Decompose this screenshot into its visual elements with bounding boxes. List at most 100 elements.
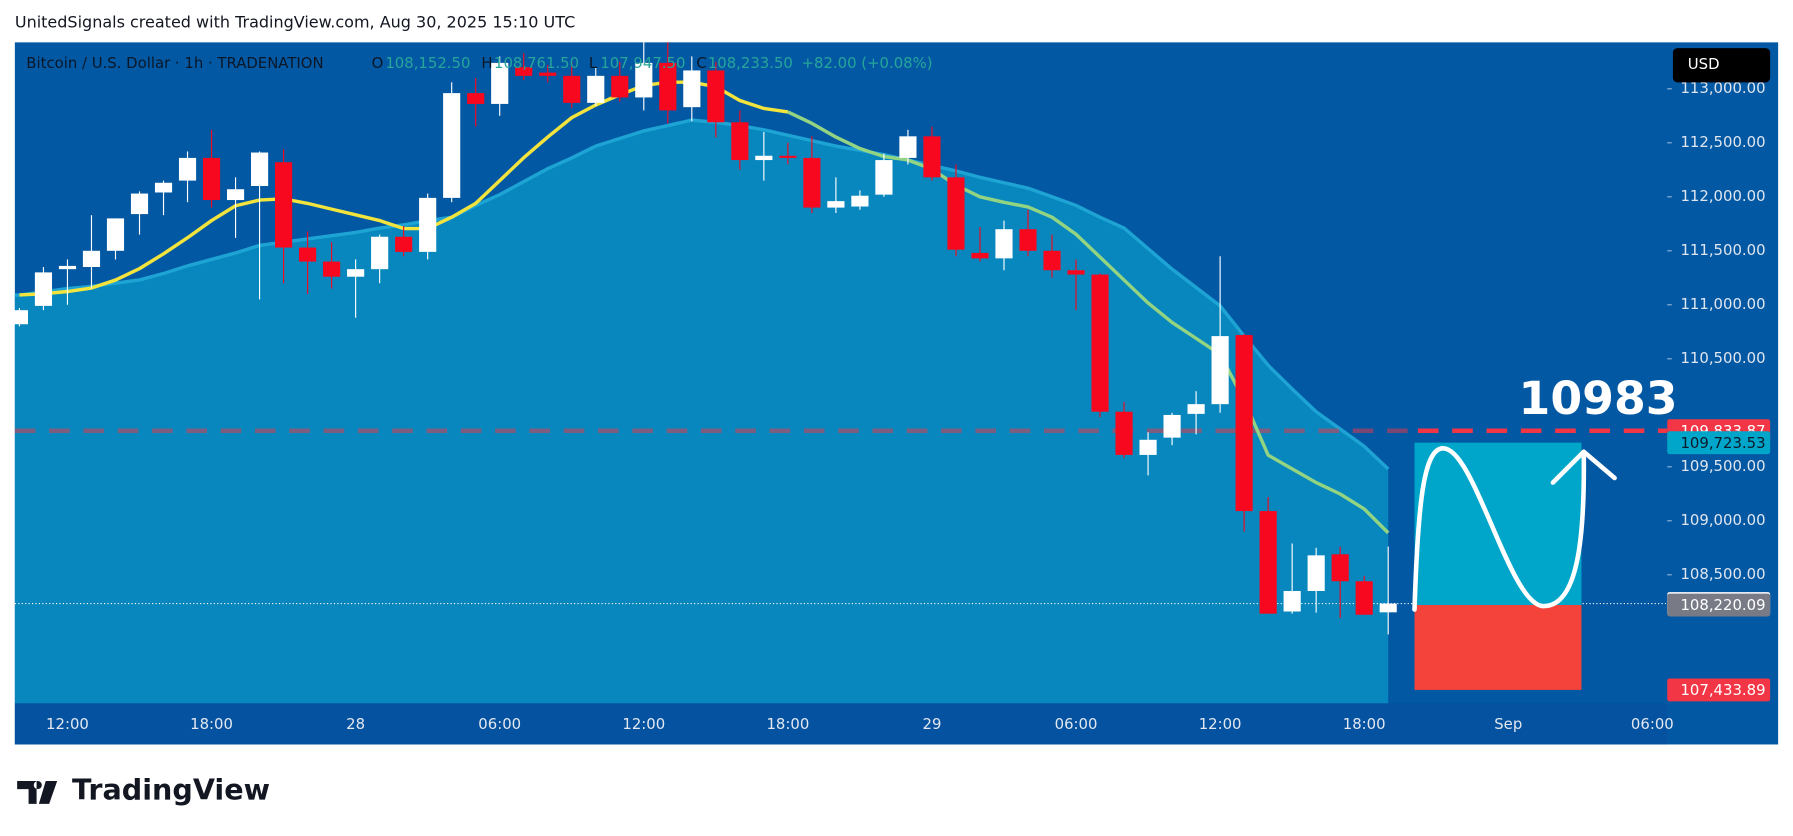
- candle-body: [947, 177, 965, 250]
- legend-value: 107,947.50: [600, 54, 685, 72]
- x-tick-label: 29: [922, 715, 941, 733]
- legend-value: 108,233.50: [708, 54, 793, 72]
- legend-key: C: [696, 54, 706, 72]
- candle-body: [683, 70, 701, 108]
- candle-body: [371, 236, 389, 270]
- y-tick-label: 109,500.00: [1680, 457, 1765, 475]
- candle-body: [82, 250, 101, 267]
- annotation: 10983: [1519, 372, 1678, 425]
- price-tag-label: 107,433.89: [1680, 681, 1765, 699]
- currency-button-bg[interactable]: [1672, 48, 1771, 83]
- y-tick-label: 108,500.00: [1680, 565, 1765, 583]
- legend-key: L: [589, 54, 598, 72]
- currency-label[interactable]: USD: [1688, 55, 1720, 73]
- candle-body: [1091, 274, 1109, 412]
- price-tag: [1667, 431, 1771, 455]
- stop-zone: [1414, 605, 1582, 690]
- candle-body: [1379, 603, 1397, 613]
- price-tag: [1667, 593, 1771, 617]
- x-tick-label: 06:00: [1631, 715, 1674, 733]
- candle-body: [1067, 270, 1085, 275]
- x-tick-label: 06:00: [478, 715, 521, 733]
- candle-body: [106, 218, 125, 251]
- candle-body: [347, 269, 365, 277]
- x-tick-label: 18:00: [766, 715, 809, 733]
- y-tick-label: 112,500.00: [1680, 133, 1765, 151]
- candle-body: [635, 62, 653, 98]
- candle-body: [275, 162, 293, 248]
- candle-body: [10, 310, 29, 325]
- target-zone: [1414, 442, 1582, 606]
- candle-body: [1355, 581, 1373, 615]
- candle-body: [443, 93, 461, 198]
- candle-body: [1331, 554, 1349, 582]
- brand-logo: TradingView: [17, 772, 270, 806]
- price-tag-label: 108,220.09: [1680, 596, 1765, 614]
- y-tick-label: 109,000.00: [1680, 511, 1765, 529]
- candle-body: [154, 182, 173, 193]
- candle-body: [515, 67, 533, 76]
- candle-body: [707, 70, 725, 123]
- candle-body: [467, 93, 485, 104]
- candle-body: [755, 155, 773, 161]
- currency-button[interactable]: USD: [1672, 48, 1771, 83]
- candle-body: [299, 247, 317, 262]
- time-axis: [14, 703, 1668, 745]
- candle-body: [1019, 229, 1037, 251]
- candle-body: [1187, 404, 1205, 414]
- candle-body: [731, 122, 749, 161]
- candle-body: [178, 157, 197, 181]
- candle-body: [587, 75, 605, 103]
- candle-body: [659, 62, 677, 111]
- candle-body: [899, 136, 917, 158]
- y-tick-label: 111,000.00: [1680, 295, 1765, 313]
- candle-body: [250, 152, 269, 186]
- x-tick-label: Sep: [1494, 715, 1522, 733]
- candle-body: [779, 155, 797, 158]
- x-tick-label: 18:00: [1343, 715, 1386, 733]
- legend-change: +82.00 (+0.08%): [802, 54, 933, 72]
- candle-body: [1139, 439, 1157, 455]
- hand-drawn-arrow: [1412, 446, 1617, 612]
- candle-body: [1211, 336, 1229, 405]
- y-tick-label: 113,000.00: [1680, 79, 1765, 97]
- price-tag: [1667, 678, 1771, 702]
- candle-body: [971, 252, 989, 259]
- candle-body: [1043, 250, 1061, 271]
- candle-body: [995, 229, 1013, 259]
- candle-body: [1283, 590, 1301, 612]
- x-tick-label: 12:00: [622, 715, 665, 733]
- legend-key: O: [372, 54, 384, 72]
- candle-body: [1235, 335, 1253, 512]
- brand-name: TradingView: [72, 772, 270, 806]
- candle-body: [1307, 555, 1325, 591]
- candle-body: [827, 201, 845, 208]
- y-tick-label: 111,500.00: [1680, 241, 1765, 259]
- candle-body: [803, 157, 821, 208]
- logo-icon: [17, 781, 58, 804]
- moving-average: [787, 110, 1390, 535]
- overlay: 10983 113,000.00 112,500.00 112,000.00 111,5…: [46, 79, 1771, 733]
- candle-body: [611, 75, 629, 98]
- y-tick-label: 112,000.00: [1680, 187, 1765, 205]
- candle-body: [226, 189, 245, 201]
- candle-body: [1259, 511, 1277, 614]
- candle-body: [1163, 414, 1181, 438]
- x-tick-label: 12:00: [46, 715, 89, 733]
- x-tick-label: 12:00: [1199, 715, 1242, 733]
- x-tick-label: 18:00: [190, 715, 233, 733]
- candle-body: [34, 272, 53, 306]
- legend: Bitcoin / U.S. Dollar · 1h · TRADENATION…: [26, 54, 932, 72]
- price-tag-label: 109,723.53: [1680, 434, 1765, 452]
- symbol-title: Bitcoin / U.S. Dollar · 1h · TRADENATION: [26, 54, 323, 72]
- candle-body: [923, 136, 941, 178]
- candle-body: [563, 75, 581, 103]
- plot: [10, 40, 1668, 704]
- candle-body: [419, 197, 437, 252]
- x-tick-label: 06:00: [1055, 715, 1098, 733]
- candle-body: [875, 160, 893, 195]
- x-tick-label: 28: [346, 715, 365, 733]
- candle-body: [202, 157, 221, 201]
- candle-body: [130, 193, 149, 215]
